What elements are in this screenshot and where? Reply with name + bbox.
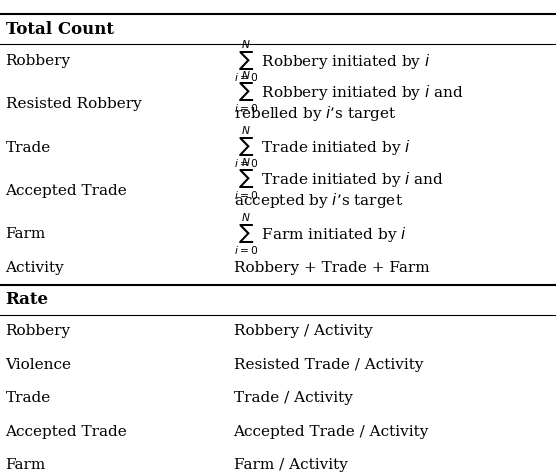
Text: Total Count: Total Count	[6, 20, 113, 37]
Text: accepted by $i$’s target: accepted by $i$’s target	[234, 191, 403, 210]
Text: Accepted Trade: Accepted Trade	[6, 425, 127, 439]
Text: $\sum_{i=0}^{N}$ Robbery initiated by $i$ and: $\sum_{i=0}^{N}$ Robbery initiated by $i…	[234, 70, 463, 115]
Text: Resisted Robbery: Resisted Robbery	[6, 97, 141, 111]
Text: $\sum_{i=0}^{N}$ Robbery initiated by $i$: $\sum_{i=0}^{N}$ Robbery initiated by $i…	[234, 38, 430, 84]
Text: Activity: Activity	[6, 261, 64, 275]
Text: Farm / Activity: Farm / Activity	[234, 458, 348, 472]
Text: Robbery + Trade + Farm: Robbery + Trade + Farm	[234, 261, 429, 275]
Text: Robbery / Activity: Robbery / Activity	[234, 324, 373, 338]
Text: $\sum_{i=0}^{N}$ Farm initiated by $i$: $\sum_{i=0}^{N}$ Farm initiated by $i$	[234, 212, 406, 257]
Text: Robbery: Robbery	[6, 54, 71, 68]
Text: Trade: Trade	[6, 141, 51, 155]
Text: Robbery: Robbery	[6, 324, 71, 338]
Text: Violence: Violence	[6, 358, 72, 372]
Text: rebelled by $i$’s target: rebelled by $i$’s target	[234, 104, 396, 123]
Text: Trade: Trade	[6, 391, 51, 405]
Text: $\sum_{i=0}^{N}$ Trade initiated by $i$ and: $\sum_{i=0}^{N}$ Trade initiated by $i$ …	[234, 157, 443, 202]
Text: Rate: Rate	[6, 291, 48, 308]
Text: Trade / Activity: Trade / Activity	[234, 391, 353, 405]
Text: Farm: Farm	[6, 228, 46, 242]
Text: Farm: Farm	[6, 458, 46, 472]
Text: Accepted Trade / Activity: Accepted Trade / Activity	[234, 425, 429, 439]
Text: Accepted Trade: Accepted Trade	[6, 184, 127, 198]
Text: Resisted Trade / Activity: Resisted Trade / Activity	[234, 358, 423, 372]
Text: $\sum_{i=0}^{N}$ Trade initiated by $i$: $\sum_{i=0}^{N}$ Trade initiated by $i$	[234, 125, 410, 170]
